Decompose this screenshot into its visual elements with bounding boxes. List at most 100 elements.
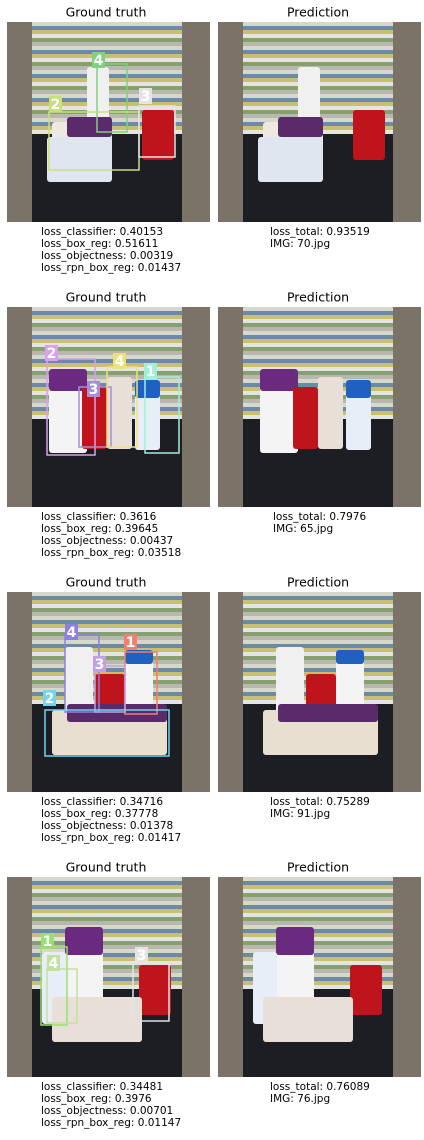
loss-text: loss_rpn_box_reg: 0.03518 bbox=[41, 547, 181, 559]
wall-stripe bbox=[32, 600, 182, 604]
photo: 1 4 3 bbox=[7, 877, 210, 1077]
box-label-bg bbox=[65, 624, 78, 640]
wall-stripe bbox=[32, 616, 182, 620]
wall-stripe bbox=[32, 937, 182, 941]
object bbox=[278, 117, 323, 137]
wall-stripe bbox=[32, 965, 182, 969]
wall-stripe bbox=[243, 985, 393, 989]
summary-text: loss_total: 0.76089 bbox=[270, 1081, 370, 1093]
wall-stripe bbox=[243, 644, 393, 648]
box-label: 2 bbox=[47, 346, 57, 362]
box-label-bg bbox=[139, 88, 152, 104]
loss-text: loss_objectness: 0.01378 bbox=[41, 820, 173, 832]
loss-text: loss_rpn_box_reg: 0.01417 bbox=[41, 832, 181, 844]
wall-stripe bbox=[32, 640, 182, 644]
wall-stripe bbox=[32, 315, 182, 319]
object bbox=[139, 965, 171, 1015]
wall-stripe bbox=[243, 652, 393, 656]
panel-title: Ground truth bbox=[66, 860, 147, 875]
wall-stripe bbox=[32, 973, 182, 977]
box-label: 1 bbox=[126, 635, 136, 651]
wall-stripe bbox=[243, 889, 393, 893]
object bbox=[125, 650, 153, 664]
wall-stripe bbox=[32, 38, 182, 42]
box-label: 4 bbox=[67, 625, 77, 641]
wall-stripe bbox=[32, 881, 182, 885]
box-label-bg bbox=[113, 353, 126, 369]
wall-stripe bbox=[243, 351, 393, 355]
loss-text: loss_box_reg: 0.37778 bbox=[41, 808, 158, 820]
wall-stripe bbox=[32, 925, 182, 929]
wall-stripe bbox=[243, 307, 393, 311]
bounding-box bbox=[46, 968, 78, 1024]
panel-title: Ground truth bbox=[66, 575, 147, 590]
object bbox=[107, 377, 132, 449]
box-label-bg bbox=[93, 656, 106, 672]
wall-stripe bbox=[32, 307, 182, 311]
wall-stripe bbox=[243, 34, 393, 38]
box-label-bg bbox=[41, 933, 54, 949]
wall-stripe bbox=[32, 945, 182, 949]
loss-text: loss_objectness: 0.00701 bbox=[41, 1105, 173, 1117]
object bbox=[318, 377, 343, 449]
wall-stripe bbox=[243, 945, 393, 949]
wall-stripe bbox=[243, 347, 393, 351]
wall-stripe bbox=[32, 985, 182, 989]
wall-stripe bbox=[243, 949, 393, 953]
photo: 4 1 3 2 bbox=[7, 592, 210, 792]
box-label-bg bbox=[45, 345, 58, 361]
object bbox=[293, 387, 318, 449]
wall-stripe bbox=[243, 38, 393, 42]
wall-stripe bbox=[243, 668, 393, 672]
object bbox=[125, 650, 153, 718]
wall-stripe bbox=[32, 608, 182, 612]
box-label: 4 bbox=[115, 354, 125, 370]
summary-text: IMG: 70.jpg bbox=[270, 238, 330, 250]
wall-stripe bbox=[243, 941, 393, 945]
wall-stripe bbox=[32, 347, 182, 351]
wall-stripe bbox=[243, 897, 393, 901]
panel-title: Prediction bbox=[287, 575, 349, 590]
loss-text: loss_box_reg: 0.39645 bbox=[41, 523, 158, 535]
wall-stripe bbox=[32, 921, 182, 925]
box-label-bg bbox=[43, 690, 56, 706]
wall-stripe bbox=[243, 22, 393, 26]
loss-text: loss_rpn_box_reg: 0.01147 bbox=[41, 1117, 181, 1129]
object bbox=[260, 369, 298, 391]
wall-stripe bbox=[243, 58, 393, 62]
wall-stripe bbox=[32, 42, 182, 46]
object bbox=[135, 380, 160, 398]
wall-stripe bbox=[32, 620, 182, 624]
wall-stripe bbox=[243, 981, 393, 985]
wall-stripe bbox=[32, 644, 182, 648]
wall-stripe bbox=[243, 343, 393, 347]
wall-stripe bbox=[243, 315, 393, 319]
photo: 2 34 1 bbox=[7, 307, 210, 507]
wall-stripe bbox=[243, 335, 393, 339]
wall-stripe bbox=[32, 628, 182, 632]
box-label: 3 bbox=[95, 657, 105, 673]
wall-stripe bbox=[32, 660, 182, 664]
wall-stripe bbox=[243, 961, 393, 965]
wall-stripe bbox=[243, 367, 393, 371]
object bbox=[353, 110, 385, 160]
wall-stripe bbox=[32, 917, 182, 921]
wall-stripe bbox=[243, 359, 393, 363]
wall-stripe bbox=[243, 620, 393, 624]
wall-stripe bbox=[243, 355, 393, 359]
panel-title: Prediction bbox=[287, 5, 349, 20]
box-label-bg bbox=[124, 634, 137, 650]
wall-stripe bbox=[32, 632, 182, 636]
wall-stripe bbox=[243, 331, 393, 335]
wall-stripe bbox=[32, 327, 182, 331]
wall-stripe bbox=[243, 628, 393, 632]
wall-stripe bbox=[32, 22, 182, 26]
loss-text: loss_classifier: 0.40153 bbox=[41, 226, 163, 238]
box-label: 2 bbox=[45, 691, 55, 707]
wall-stripe bbox=[243, 311, 393, 315]
wall-stripe bbox=[243, 965, 393, 969]
box-label: 3 bbox=[137, 948, 147, 964]
wall-stripe bbox=[243, 592, 393, 596]
wall-stripe bbox=[243, 901, 393, 905]
wall-stripe bbox=[243, 953, 393, 957]
